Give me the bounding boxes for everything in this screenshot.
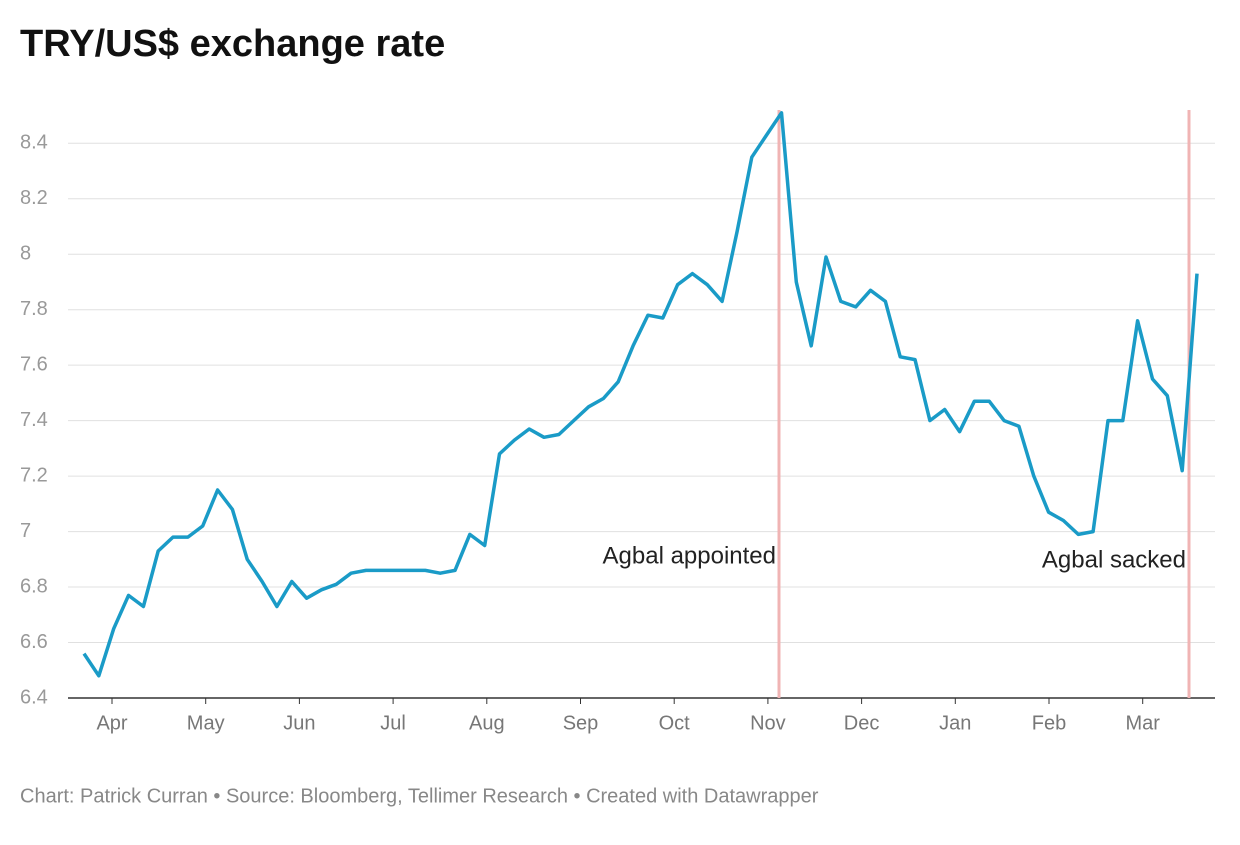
y-tick-label: 8.4 (20, 132, 48, 154)
annotation-label: Agbal appointed (603, 542, 776, 569)
y-tick-label: 6.6 (20, 631, 48, 653)
y-tick-label: 8.2 (20, 187, 48, 209)
y-tick-label: 7.6 (20, 353, 48, 375)
y-tick-label: 7.2 (20, 464, 48, 486)
y-tick-label: 6.4 (20, 686, 48, 708)
y-tick-label: 7 (20, 520, 31, 542)
x-tick-label: Aug (469, 712, 505, 734)
annotation-label: Agbal sacked (1042, 546, 1186, 573)
x-tick-label: May (187, 712, 225, 734)
chart-source: Chart: Patrick Curran • Source: Bloomber… (20, 785, 819, 807)
x-tick-label: Sep (563, 712, 599, 734)
y-tick-label: 8 (20, 243, 31, 265)
y-tick-label: 6.8 (20, 575, 48, 597)
data-line (82, 111, 1199, 678)
x-tick-label: Mar (1125, 712, 1160, 734)
x-tick-label: Nov (750, 712, 786, 734)
x-tick-label: Apr (96, 712, 127, 734)
x-tick-label: Jul (380, 712, 406, 734)
x-tick-label: Jan (939, 712, 971, 734)
chart-title: TRY/US$ exchange rate (20, 23, 445, 65)
x-tick-label: Dec (844, 712, 880, 734)
y-tick-label: 7.4 (20, 409, 48, 431)
y-tick-label: 7.8 (20, 298, 48, 320)
x-tick-label: Feb (1032, 712, 1066, 734)
x-tick-label: Jun (283, 712, 315, 734)
x-tick-label: Oct (659, 712, 691, 734)
